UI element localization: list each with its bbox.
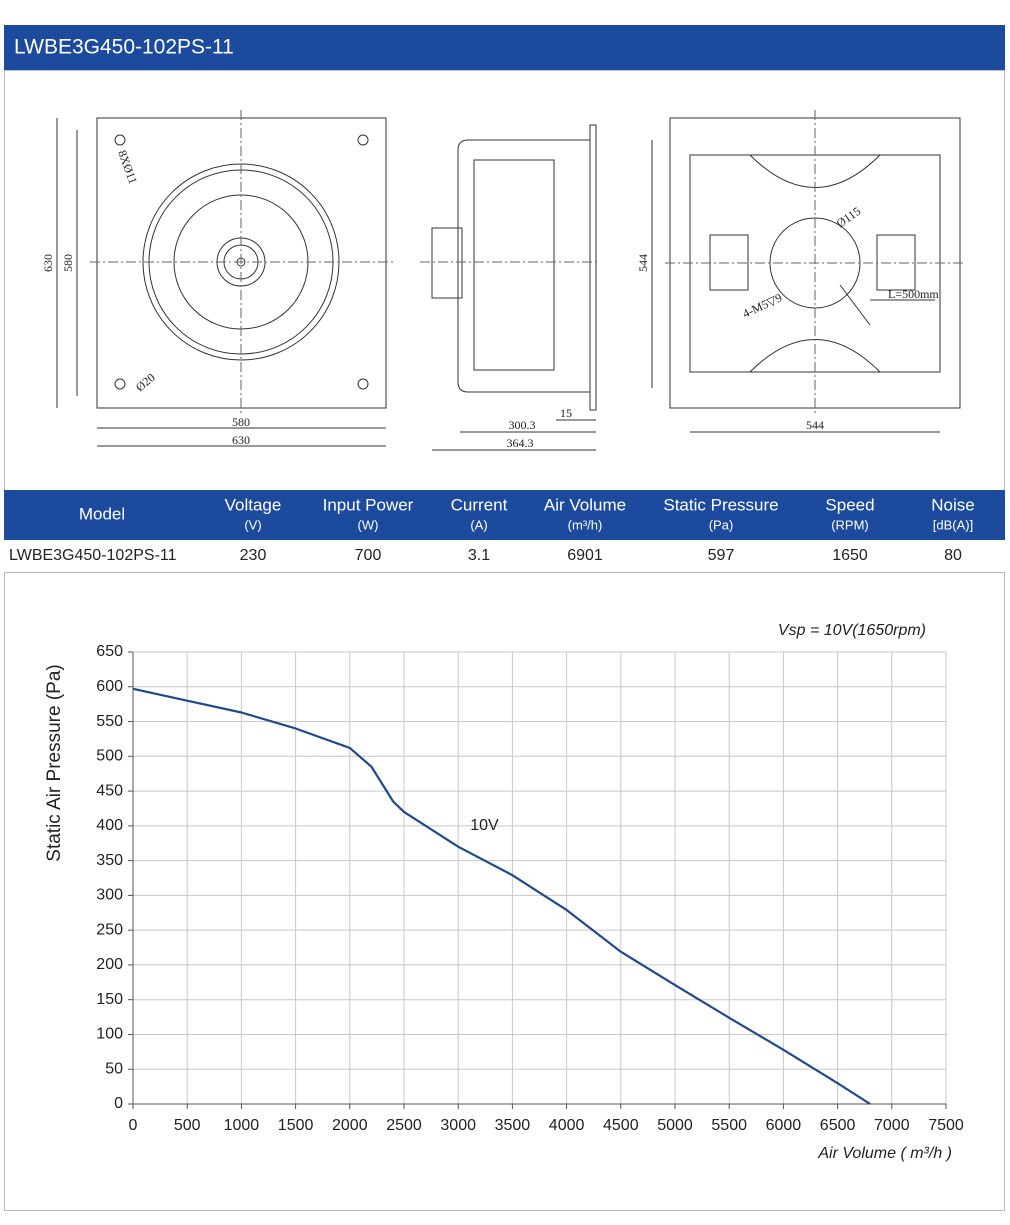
column-header: Air Volume (544, 495, 626, 514)
table-cell: 80 (944, 547, 962, 564)
table-cell: 1650 (832, 547, 868, 564)
column-header: Noise (931, 495, 974, 514)
table-header (4, 490, 1005, 540)
y-tick-label: 250 (96, 921, 123, 938)
chart-frame (4, 572, 1005, 1211)
dim-label: 300.3 (509, 418, 536, 432)
x-tick-label: 5000 (657, 1117, 693, 1134)
series-line (132, 687, 871, 1105)
dim-label: 544 (636, 254, 650, 272)
y-tick-label: 500 (96, 748, 123, 765)
x-tick-label: 3500 (495, 1117, 531, 1134)
x-tick-label: 2000 (332, 1117, 368, 1134)
x-tick-label: 4500 (603, 1117, 639, 1134)
dim-label: 630 (232, 433, 250, 447)
x-tick-label: 1500 (278, 1117, 314, 1134)
chart-subtitle: Vsp = 10V(1650rpm) (778, 622, 926, 639)
y-tick-label: 50 (105, 1060, 123, 1077)
y-tick-label: 100 (96, 1026, 123, 1043)
x-tick-label: 500 (174, 1117, 201, 1134)
column-unit: (A) (470, 517, 487, 532)
dim-label: Ø115 (834, 204, 864, 231)
column-header: Current (451, 495, 508, 514)
column-header: Speed (825, 495, 874, 514)
table: Model Voltage (V) Input Power (W) Current (A) A… (9, 495, 975, 564)
y-axis-label: Static Air Pressure (Pa) (44, 664, 65, 861)
y-tick-label: 200 (96, 956, 123, 973)
y-tick-label: 600 (96, 678, 123, 695)
column-unit: (Pa) (709, 517, 734, 532)
dim-label: 364.3 (507, 436, 534, 450)
x-tick-label: 6000 (766, 1117, 802, 1134)
dim-label: 580 (232, 415, 250, 429)
x-tick-label: 7500 (928, 1117, 964, 1134)
y-tick-label: 150 (96, 991, 123, 1008)
x-tick-label: 1000 (224, 1117, 260, 1134)
x-axis-label: Air Volume ( m³/h ) (817, 1145, 952, 1162)
table-cell: 230 (240, 547, 267, 564)
dim-label: 8XØ11 (115, 148, 140, 186)
x-tick-label: 7000 (874, 1117, 910, 1134)
dim-label: 630 (41, 254, 55, 272)
y-tick-label: 650 (96, 643, 123, 660)
table-cell: 700 (355, 547, 382, 564)
dim-label: 15 (560, 406, 572, 420)
y-tick-label: 450 (96, 782, 123, 799)
dim-label: 580 (61, 254, 75, 272)
column-header: Static Pressure (663, 495, 778, 514)
x-tick-label: 5500 (711, 1117, 747, 1134)
dim-label: L=500mm (888, 287, 939, 301)
x-tick-label: 0 (129, 1117, 138, 1134)
dim-label: Ø20 (133, 370, 158, 394)
x-tick-label: 4000 (549, 1117, 585, 1134)
dim-label: 4-M5▽9 (740, 290, 784, 320)
x-tick-label: 2500 (386, 1117, 422, 1134)
series-label: 10V (470, 817, 499, 834)
column-unit: (m³/h) (568, 517, 603, 532)
column-header: Voltage (225, 495, 282, 514)
y-tick-label: 300 (96, 887, 123, 904)
y-tick-label: 350 (96, 852, 123, 869)
table-cell: 3.1 (468, 547, 490, 564)
column-unit: (RPM) (831, 517, 869, 532)
column-header: Input Power (323, 495, 414, 514)
column-unit: (W) (358, 517, 379, 532)
x-tick-label: 6500 (820, 1117, 856, 1134)
page-title: LWBE3G450-102PS-11 (14, 36, 234, 59)
column-header: Model (79, 504, 125, 523)
y-tick-label: 550 (96, 713, 123, 730)
y-tick-label: 400 (96, 817, 123, 834)
technical-drawing: 630 580 8XØ11 Ø20 580 630 300.3 364.3 15… (41, 110, 965, 451)
table-cell: LWBE3G450-102PS-11 (9, 547, 177, 564)
column-unit: [dB(A)] (933, 517, 973, 532)
chart: 0501001502002503003504004505005506006500… (44, 622, 964, 1162)
title-bar (4, 25, 1005, 70)
table-cell: 6901 (567, 547, 603, 564)
table-cell: 597 (708, 547, 735, 564)
column-unit: (V) (244, 517, 261, 532)
dim-label: 544 (806, 418, 824, 432)
x-tick-label: 3000 (440, 1117, 476, 1134)
y-tick-label: 0 (114, 1095, 123, 1112)
